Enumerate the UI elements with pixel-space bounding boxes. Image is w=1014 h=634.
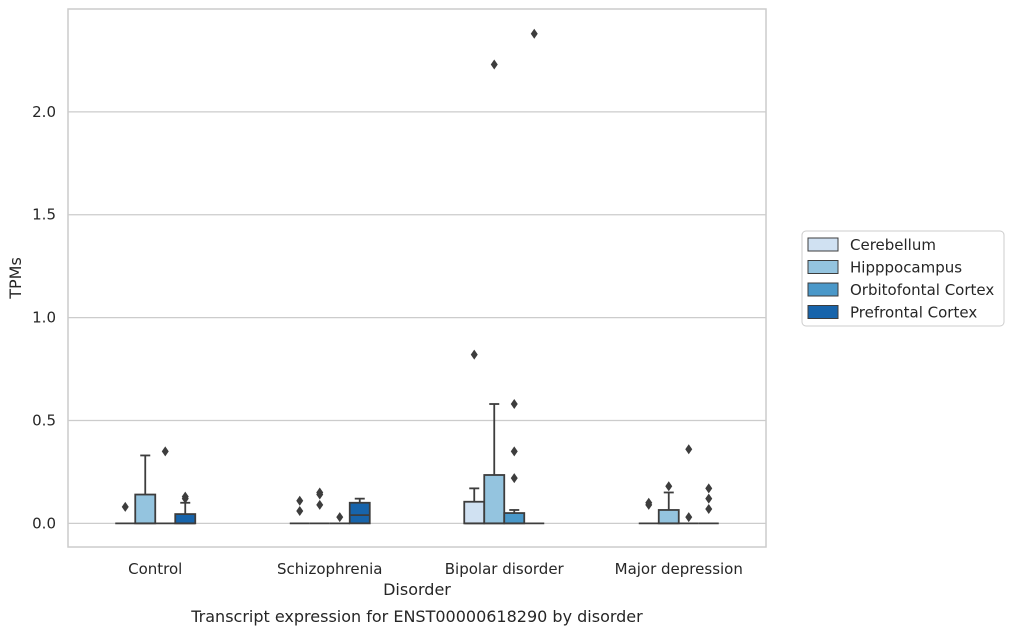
y-tick-label: 1.0 — [32, 309, 56, 327]
x-tick-label: Schizophrenia — [277, 560, 382, 578]
outlier-point — [685, 444, 693, 455]
x-tick-label: Bipolar disorder — [445, 560, 565, 578]
box-prefrontal-cortex — [174, 491, 197, 525]
legend-swatch — [807, 237, 839, 252]
outlier-point — [685, 512, 693, 523]
outlier-point — [510, 399, 518, 410]
outlier-point — [296, 495, 304, 506]
outlier-point — [705, 503, 713, 514]
box — [503, 512, 526, 525]
outlier-point — [665, 481, 673, 492]
outlier-point — [181, 491, 189, 502]
outlier-point — [705, 493, 713, 504]
box — [463, 500, 486, 525]
outlier-point — [316, 487, 324, 498]
box-orbitofontal-cortex — [503, 399, 526, 525]
box — [134, 493, 157, 525]
box-cerebellum — [115, 501, 136, 525]
legend: Cerebellum Hipppocampus Orbitofontal Corte… — [801, 230, 1005, 327]
x-tick-label: Control — [128, 560, 182, 578]
y-tick-label: 1.5 — [32, 206, 56, 224]
outlier-point — [161, 446, 169, 457]
box-cerebellum — [289, 495, 310, 525]
outlier-point — [510, 473, 518, 484]
legend-swatch — [807, 282, 839, 297]
y-axis-ticks: 0.0 0.5 1.0 1.5 2.0 — [32, 103, 56, 532]
box-hipppocampus — [657, 481, 680, 525]
box-hipppocampus — [483, 59, 506, 525]
box-plots — [115, 28, 719, 525]
outlier-point — [530, 28, 538, 39]
box — [348, 501, 371, 525]
plot-frame — [67, 8, 767, 548]
box-prefrontal-cortex — [698, 483, 719, 525]
outlier-point — [336, 512, 344, 523]
y-tick-label: 0.0 — [32, 514, 56, 532]
outlier-point — [121, 501, 129, 512]
box-hipppocampus — [309, 487, 330, 525]
legend-label: Orbitofontal Cortex — [850, 281, 994, 299]
outlier-point — [645, 497, 653, 508]
outlier-point — [510, 446, 518, 457]
y-tick-label: 0.5 — [32, 411, 56, 429]
legend-label: Prefrontal Cortex — [850, 304, 977, 322]
figure-caption: Transcript expression for ENST0000061829… — [190, 607, 643, 626]
box-prefrontal-cortex — [348, 497, 371, 525]
outlier-point — [470, 349, 478, 360]
x-axis-label: Disorder — [383, 580, 451, 599]
y-tick-label: 2.0 — [32, 103, 56, 121]
box — [657, 509, 680, 525]
box-orbitofontal-cortex — [678, 444, 699, 525]
outlier-point — [296, 505, 304, 516]
box — [174, 513, 197, 525]
x-axis-ticks: Control Schizophrenia Bipolar disorder Majo… — [128, 560, 743, 578]
legend-frame — [801, 230, 1005, 327]
legend-label: Cerebellum — [850, 236, 936, 254]
outlier-point — [490, 59, 498, 70]
box-orbitofontal-cortex — [155, 446, 176, 525]
box — [483, 474, 506, 525]
outlier-point — [316, 499, 324, 510]
legend-label: Hipppocampus — [850, 259, 962, 277]
box-cerebellum — [638, 497, 659, 525]
box-prefrontal-cortex — [524, 28, 545, 525]
legend-swatch — [807, 260, 839, 274]
box-hipppocampus — [134, 454, 157, 525]
outlier-point — [705, 483, 713, 494]
box-orbitofontal-cortex — [329, 512, 350, 525]
y-axis-label: TPMs — [6, 257, 25, 300]
x-tick-label: Major depression — [615, 560, 743, 578]
legend-swatch — [807, 305, 839, 319]
